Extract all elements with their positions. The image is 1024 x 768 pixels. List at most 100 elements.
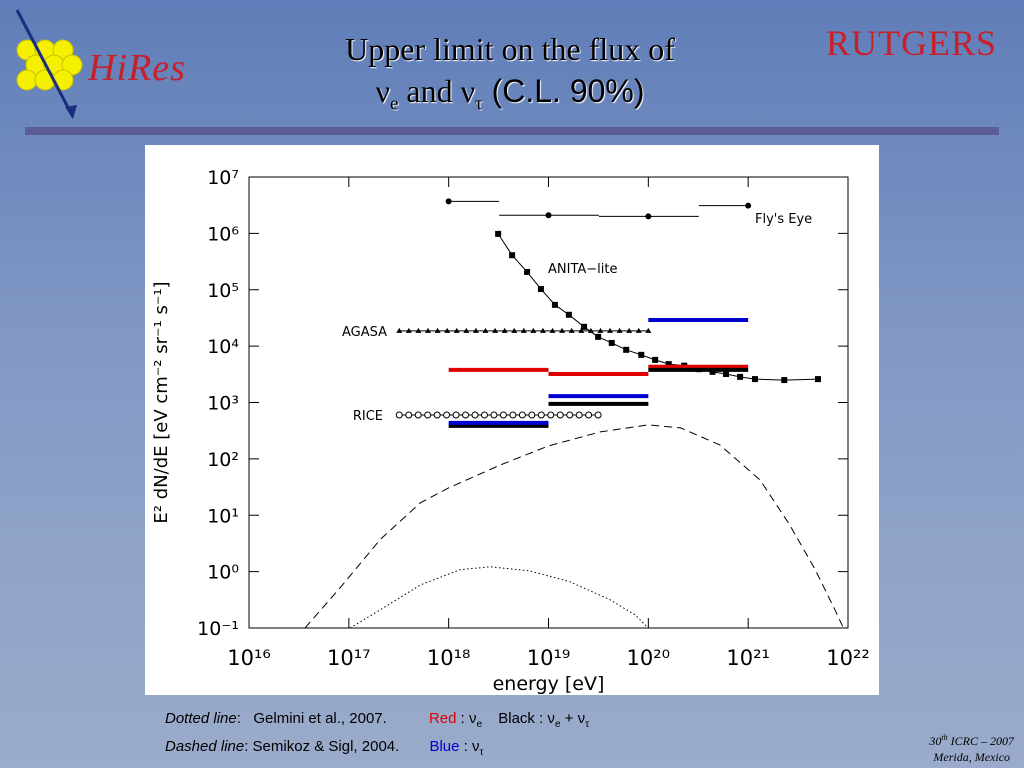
chart: 10¹⁶ 10¹⁷ 10¹⁸ 10¹⁹ 10²⁰ 10²¹ 10²² 10⁻¹ 10⁰ 10¹ 10… [151,167,870,695]
note-row: Dashed line: Semikoz & Sigl, 2004. Blue … [165,736,589,764]
note-label: Dotted line [165,710,237,727]
marker [581,323,588,330]
marker [652,356,659,363]
marker [608,339,615,346]
marker [524,268,531,275]
marker [545,212,552,219]
title-text: (C.L. 90%) [482,73,645,109]
marker [626,327,633,333]
marker [616,327,623,333]
marker [578,327,585,333]
marker [445,198,452,205]
x-tick-label: 10²⁰ [627,646,671,670]
series-label: Fly's Eye [755,212,812,227]
marker [537,411,545,419]
note-text: + ν [560,710,586,727]
marker [587,327,594,333]
marker [623,346,630,353]
marker [395,411,403,419]
marker [537,286,544,293]
marker [575,411,583,419]
marker [433,411,441,419]
series-label: RICE [353,409,383,424]
x-tick-label: 10¹⁷ [327,646,371,670]
marker [595,333,602,340]
marker [480,411,488,419]
marker [565,311,572,318]
title-text: e [389,93,399,115]
conference: 30th ICRC – 2007 Merida, Mexico [929,730,1014,765]
note-text: τ [585,719,590,730]
marker [665,361,672,368]
x-tick-label: 10¹⁹ [527,646,571,670]
y-axis-label: E² dN/dE [eV cm⁻² sr⁻¹ s⁻¹] [151,281,172,523]
note-text: Red [428,710,457,727]
x-tick-label: 10²² [826,646,870,670]
series-line [349,566,649,628]
marker [645,327,652,333]
marker [607,327,614,333]
marker [414,411,422,419]
series-line [304,424,844,628]
marker [509,411,517,419]
marker [559,327,566,333]
marker [645,213,652,220]
y-tick-label: 10⁶ [207,223,239,245]
marker [482,327,489,333]
marker [528,411,536,419]
note-row: Dotted line: Gelmini et al., 2007. Red :… [165,708,589,736]
marker [501,327,508,333]
marker [566,411,574,419]
title-text: ν [375,73,390,109]
marker [452,411,460,419]
conference-line: 30th ICRC – 2007 [929,730,1014,749]
marker [520,327,527,333]
note-text: : Gelmini et al., 2007. [236,710,387,727]
y-tick-label: 10⁵ [207,280,239,302]
marker [415,327,422,333]
marker [597,327,604,333]
series-label: AGASA [342,325,387,340]
note-text: : ν [459,738,480,755]
marker [462,411,470,419]
plot [304,198,844,628]
note-text: e [476,719,483,730]
title-text: and ν [398,73,476,109]
marker [444,327,451,333]
marker [530,327,537,333]
marker [499,411,507,419]
marker [585,411,593,419]
note-text: : ν [456,710,477,727]
note-text: τ [479,747,484,758]
title-line: νe and ντ (C.L. 90%) [260,70,760,125]
y-tick-label: 10³ [207,393,239,415]
marker [495,230,502,237]
marker [556,411,564,419]
x-tick-label: 10¹⁶ [227,646,271,670]
marker [509,252,516,259]
logo-left: HiRes [88,47,186,89]
marker [745,202,752,209]
marker [472,327,479,333]
marker [709,368,716,375]
marker [814,376,821,383]
logo-right: RUTGERS [826,23,998,63]
marker [781,377,788,384]
x-tick-label: 10¹⁸ [427,646,471,670]
marker [723,371,730,378]
marker [539,327,546,333]
marker [492,327,499,333]
marker [737,373,744,380]
note-label: Dashed line [165,738,245,755]
y-tick-label: 10⁰ [207,562,239,584]
marker [490,411,498,419]
note-text: Blue [429,738,460,755]
conference-text: 30 [929,734,942,748]
marker [443,411,451,419]
note-text: e [554,719,561,730]
marker [434,327,441,333]
marker [547,411,555,419]
marker [405,327,412,333]
chart-panel: 10¹⁶ 10¹⁷ 10¹⁸ 10¹⁹ 10²⁰ 10²¹ 10²² 10⁻¹ 10⁰ 10¹ 10… [145,145,879,695]
y-tick-label: 10⁴ [207,336,239,358]
